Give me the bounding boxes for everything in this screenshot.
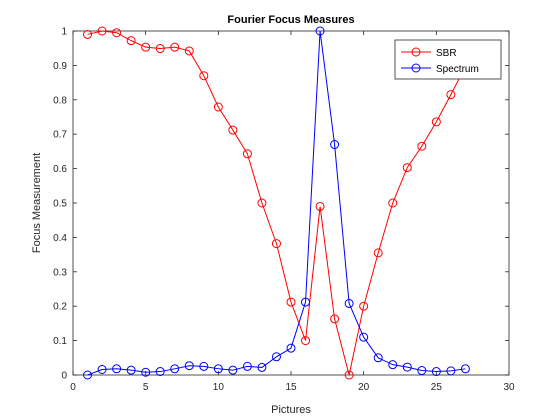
data-point-sbr — [315, 201, 325, 211]
data-point-sbr — [199, 71, 209, 81]
data-point-sbr — [126, 36, 136, 46]
data-point-spectrum — [83, 370, 93, 380]
y-tick-label: 0.1 — [53, 336, 67, 347]
data-point-spectrum — [228, 365, 238, 375]
data-point-spectrum — [271, 352, 281, 362]
data-point-sbr — [83, 29, 93, 39]
data-point-spectrum — [402, 362, 412, 372]
data-point-spectrum — [373, 353, 383, 363]
legend-label-spectrum: Spectrum — [436, 64, 479, 75]
data-point-spectrum — [141, 367, 151, 377]
series-spectrum — [83, 26, 470, 380]
x-tick-label: 30 — [503, 382, 515, 393]
y-tick-label: 0.2 — [53, 302, 67, 313]
data-point-sbr — [155, 44, 165, 54]
axes: 0 5 10 15 20 25 30 0 0.1 0.2 0.3 0.4 0.5 0.6 0.7 0.8 0.9… — [53, 27, 515, 394]
y-tick-label: 0.9 — [53, 61, 67, 72]
data-point-sbr — [431, 117, 441, 127]
series-sbr — [83, 26, 470, 380]
data-point-sbr — [388, 198, 398, 208]
series-line-spectrum — [87, 30, 466, 376]
y-axis-label: Focus Measurement — [31, 153, 43, 253]
x-tick-label: 20 — [358, 382, 370, 393]
data-point-spectrum — [344, 298, 354, 308]
legend-box — [394, 39, 502, 80]
x-tick-label: 5 — [143, 382, 149, 393]
data-point-sbr — [257, 198, 267, 208]
data-point-sbr — [271, 239, 281, 249]
data-point-spectrum — [388, 360, 398, 370]
data-point-spectrum — [359, 332, 369, 342]
data-point-spectrum — [286, 343, 296, 353]
y-tick-label: 1 — [61, 27, 67, 38]
plot-area — [73, 31, 509, 375]
data-point-sbr — [373, 248, 383, 258]
series-layer — [83, 26, 470, 380]
data-point-spectrum — [330, 140, 340, 150]
data-point-sbr — [446, 90, 456, 100]
data-point-sbr — [330, 314, 340, 324]
data-point-sbr — [112, 28, 122, 38]
data-point-spectrum — [301, 297, 311, 307]
x-tick-label: 15 — [285, 382, 297, 393]
y-tick-label: 0.3 — [53, 267, 67, 278]
data-point-sbr — [213, 102, 223, 112]
data-point-sbr — [344, 370, 354, 380]
data-point-spectrum — [315, 26, 325, 36]
data-point-spectrum — [417, 366, 427, 376]
data-point-sbr — [184, 46, 194, 56]
y-tick-label: 0.5 — [53, 199, 67, 210]
y-tick-label: 0.6 — [53, 164, 67, 175]
data-point-sbr — [97, 26, 107, 36]
chart-title: Fourier Focus Measures — [227, 14, 354, 26]
data-point-sbr — [402, 163, 412, 173]
data-point-sbr — [170, 42, 180, 52]
data-point-spectrum — [126, 365, 136, 375]
data-point-spectrum — [213, 364, 223, 374]
legend-marker-sbr — [411, 47, 421, 57]
y-tick-label: 0.4 — [53, 233, 67, 244]
data-point-sbr — [417, 141, 427, 151]
data-point-spectrum — [170, 364, 180, 374]
y-tick-label: 0 — [61, 371, 67, 382]
data-point-spectrum — [242, 361, 252, 371]
data-point-spectrum — [257, 362, 267, 372]
data-point-spectrum — [460, 364, 470, 374]
data-point-spectrum — [431, 367, 441, 377]
x-tick-label: 0 — [70, 382, 76, 393]
data-point-spectrum — [199, 361, 209, 371]
x-tick-label: 25 — [431, 382, 443, 393]
legend-marker-spectrum — [411, 63, 421, 73]
y-tick-label: 0.8 — [53, 95, 67, 106]
data-point-spectrum — [112, 364, 122, 374]
x-tick-label: 10 — [213, 382, 225, 393]
y-tick-label: 0.7 — [53, 130, 67, 141]
data-point-sbr — [301, 336, 311, 346]
legend-label-sbr: SBR — [436, 48, 457, 59]
data-point-sbr — [286, 297, 296, 307]
series-line-sbr — [87, 30, 466, 376]
x-axis-label: Pictures — [271, 404, 311, 416]
data-point-sbr — [242, 149, 252, 159]
data-point-spectrum — [446, 366, 456, 376]
legend: SBR Spectrum — [394, 39, 502, 80]
data-point-spectrum — [97, 364, 107, 374]
data-point-spectrum — [155, 367, 165, 377]
data-point-sbr — [141, 42, 151, 52]
data-point-sbr — [228, 125, 238, 135]
data-point-sbr — [359, 301, 369, 311]
data-point-spectrum — [184, 361, 194, 371]
